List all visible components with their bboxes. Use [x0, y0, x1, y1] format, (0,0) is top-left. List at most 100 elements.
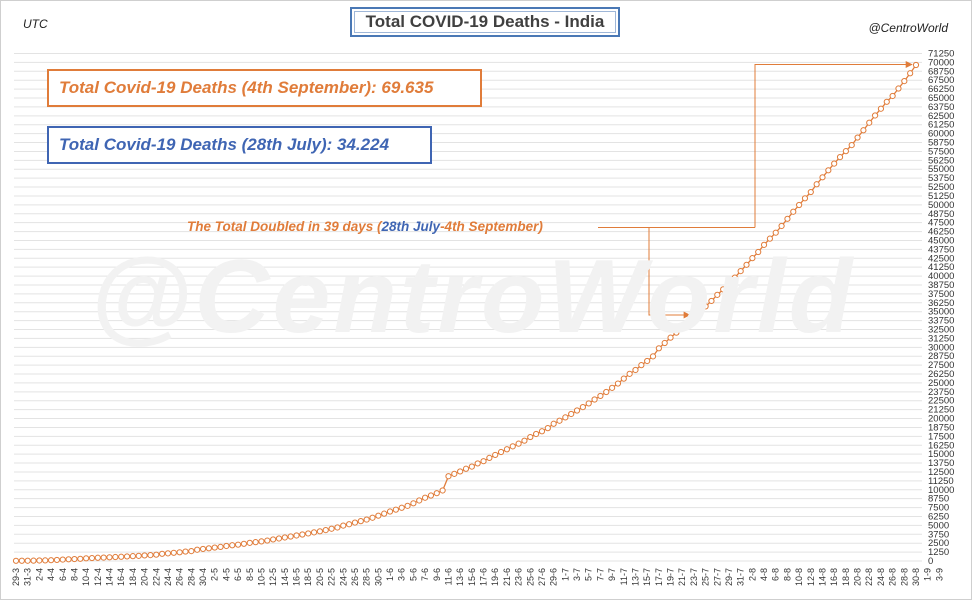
- y-tick-label: 41250: [928, 262, 954, 273]
- doubling-text-end: -4th September): [440, 219, 543, 234]
- y-axis-ticks: 0125025003750500062507500875010000112501…: [928, 49, 954, 568]
- data-point: [796, 201, 803, 209]
- data-point: [328, 525, 335, 532]
- data-point: [94, 554, 101, 561]
- data-point: [100, 554, 107, 561]
- x-tick-label: 19-6: [490, 568, 500, 586]
- y-tick-label: 5000: [928, 520, 949, 531]
- x-tick-label: 3-7: [572, 568, 582, 581]
- x-tick-label: 11-7: [619, 568, 629, 585]
- x-tick-label: 20-8: [853, 568, 863, 586]
- data-point: [585, 400, 592, 407]
- data-point: [497, 448, 505, 456]
- x-tick-label: 2-4: [34, 568, 44, 581]
- data-point: [264, 537, 271, 544]
- data-point: [626, 370, 633, 377]
- y-tick-label: 2500: [928, 538, 949, 549]
- x-tick-label: 25-6: [525, 568, 535, 586]
- data-point: [421, 494, 429, 501]
- x-tick-label: 28-5: [362, 568, 372, 586]
- data-point: [895, 85, 902, 92]
- data-point: [708, 297, 715, 305]
- y-tick-label: 42500: [928, 253, 954, 264]
- y-tick-label: 36250: [928, 298, 954, 309]
- data-point: [322, 527, 329, 534]
- x-tick-label: 27-6: [537, 568, 547, 586]
- x-tick-label: 31-7: [736, 568, 746, 586]
- annotation-arrows: [598, 61, 913, 319]
- data-point: [77, 555, 84, 562]
- data-point: [164, 550, 172, 557]
- data-point: [147, 552, 154, 559]
- x-tick-label: 18-4: [128, 568, 138, 586]
- y-tick-label: 26250: [928, 369, 954, 380]
- y-tick-label: 13750: [928, 458, 954, 469]
- data-point: [474, 460, 481, 467]
- data-point: [749, 255, 756, 262]
- y-tick-label: 66250: [928, 84, 954, 95]
- data-point: [252, 539, 259, 546]
- x-tick-label: 20-4: [140, 568, 150, 586]
- y-tick-label: 33750: [928, 316, 954, 327]
- data-point: [53, 556, 61, 564]
- data-point: [538, 428, 546, 435]
- y-tick-label: 67500: [928, 75, 954, 86]
- x-tick-label: 13-7: [630, 568, 640, 586]
- x-tick-label: 17-7: [654, 568, 664, 586]
- data-point: [720, 286, 727, 293]
- grid-lines: [14, 53, 922, 562]
- x-tick-label: 26-5: [350, 568, 360, 586]
- x-tick-label: 28-4: [186, 568, 196, 586]
- data-point: [784, 215, 791, 222]
- data-point: [737, 268, 744, 275]
- x-tick-label: 5-6: [408, 568, 418, 581]
- data-point: [486, 454, 493, 461]
- data-point: [386, 508, 394, 515]
- data-point: [351, 519, 359, 526]
- data-point: [392, 506, 399, 513]
- data-point: [363, 516, 370, 523]
- x-tick-label: 11-6: [443, 568, 453, 585]
- x-tick-label: 22-4: [151, 568, 161, 586]
- data-point: [690, 314, 698, 321]
- x-tick-label: 6-4: [58, 568, 68, 581]
- data-point: [912, 61, 920, 69]
- author-handle: @CentroWorld: [868, 21, 948, 35]
- data-point: [398, 504, 405, 511]
- y-tick-label: 10000: [928, 485, 954, 496]
- x-tick-label: 31-3: [23, 568, 33, 586]
- x-tick-label: 1-9: [923, 568, 933, 581]
- data-point: [141, 552, 148, 559]
- x-tick-label: 28-8: [899, 568, 909, 586]
- data-point: [673, 329, 680, 336]
- x-tick-label: 21-6: [502, 568, 512, 586]
- x-tick-label: 9-7: [607, 568, 617, 581]
- doubling-annotation: The Total Doubled in 39 days (28th July-…: [187, 219, 543, 234]
- data-point: [801, 195, 809, 202]
- data-point: [556, 417, 563, 424]
- data-point: [381, 510, 388, 517]
- x-tick-label: 7-7: [595, 568, 605, 581]
- x-tick-label: 14-8: [817, 568, 827, 586]
- data-point: [12, 557, 20, 564]
- data-point: [620, 375, 627, 382]
- data-point: [118, 553, 125, 560]
- x-tick-label: 24-4: [163, 568, 173, 586]
- x-tick-label: 3-9: [934, 568, 944, 581]
- data-point: [492, 451, 499, 459]
- data-point: [275, 535, 283, 542]
- data-point: [901, 77, 908, 85]
- data-point: [661, 339, 668, 347]
- y-tick-label: 8750: [928, 494, 949, 505]
- data-point: [194, 546, 201, 553]
- data-point: [468, 463, 475, 470]
- x-tick-label: 9-6: [432, 568, 442, 581]
- data-point: [310, 529, 318, 536]
- data-point: [860, 127, 867, 134]
- y-tick-label: 47500: [928, 218, 954, 229]
- data-point: [416, 497, 423, 504]
- x-tick-label: 12-8: [806, 568, 816, 586]
- data-point: [725, 280, 733, 287]
- data-point: [305, 530, 312, 537]
- data-point: [369, 514, 376, 521]
